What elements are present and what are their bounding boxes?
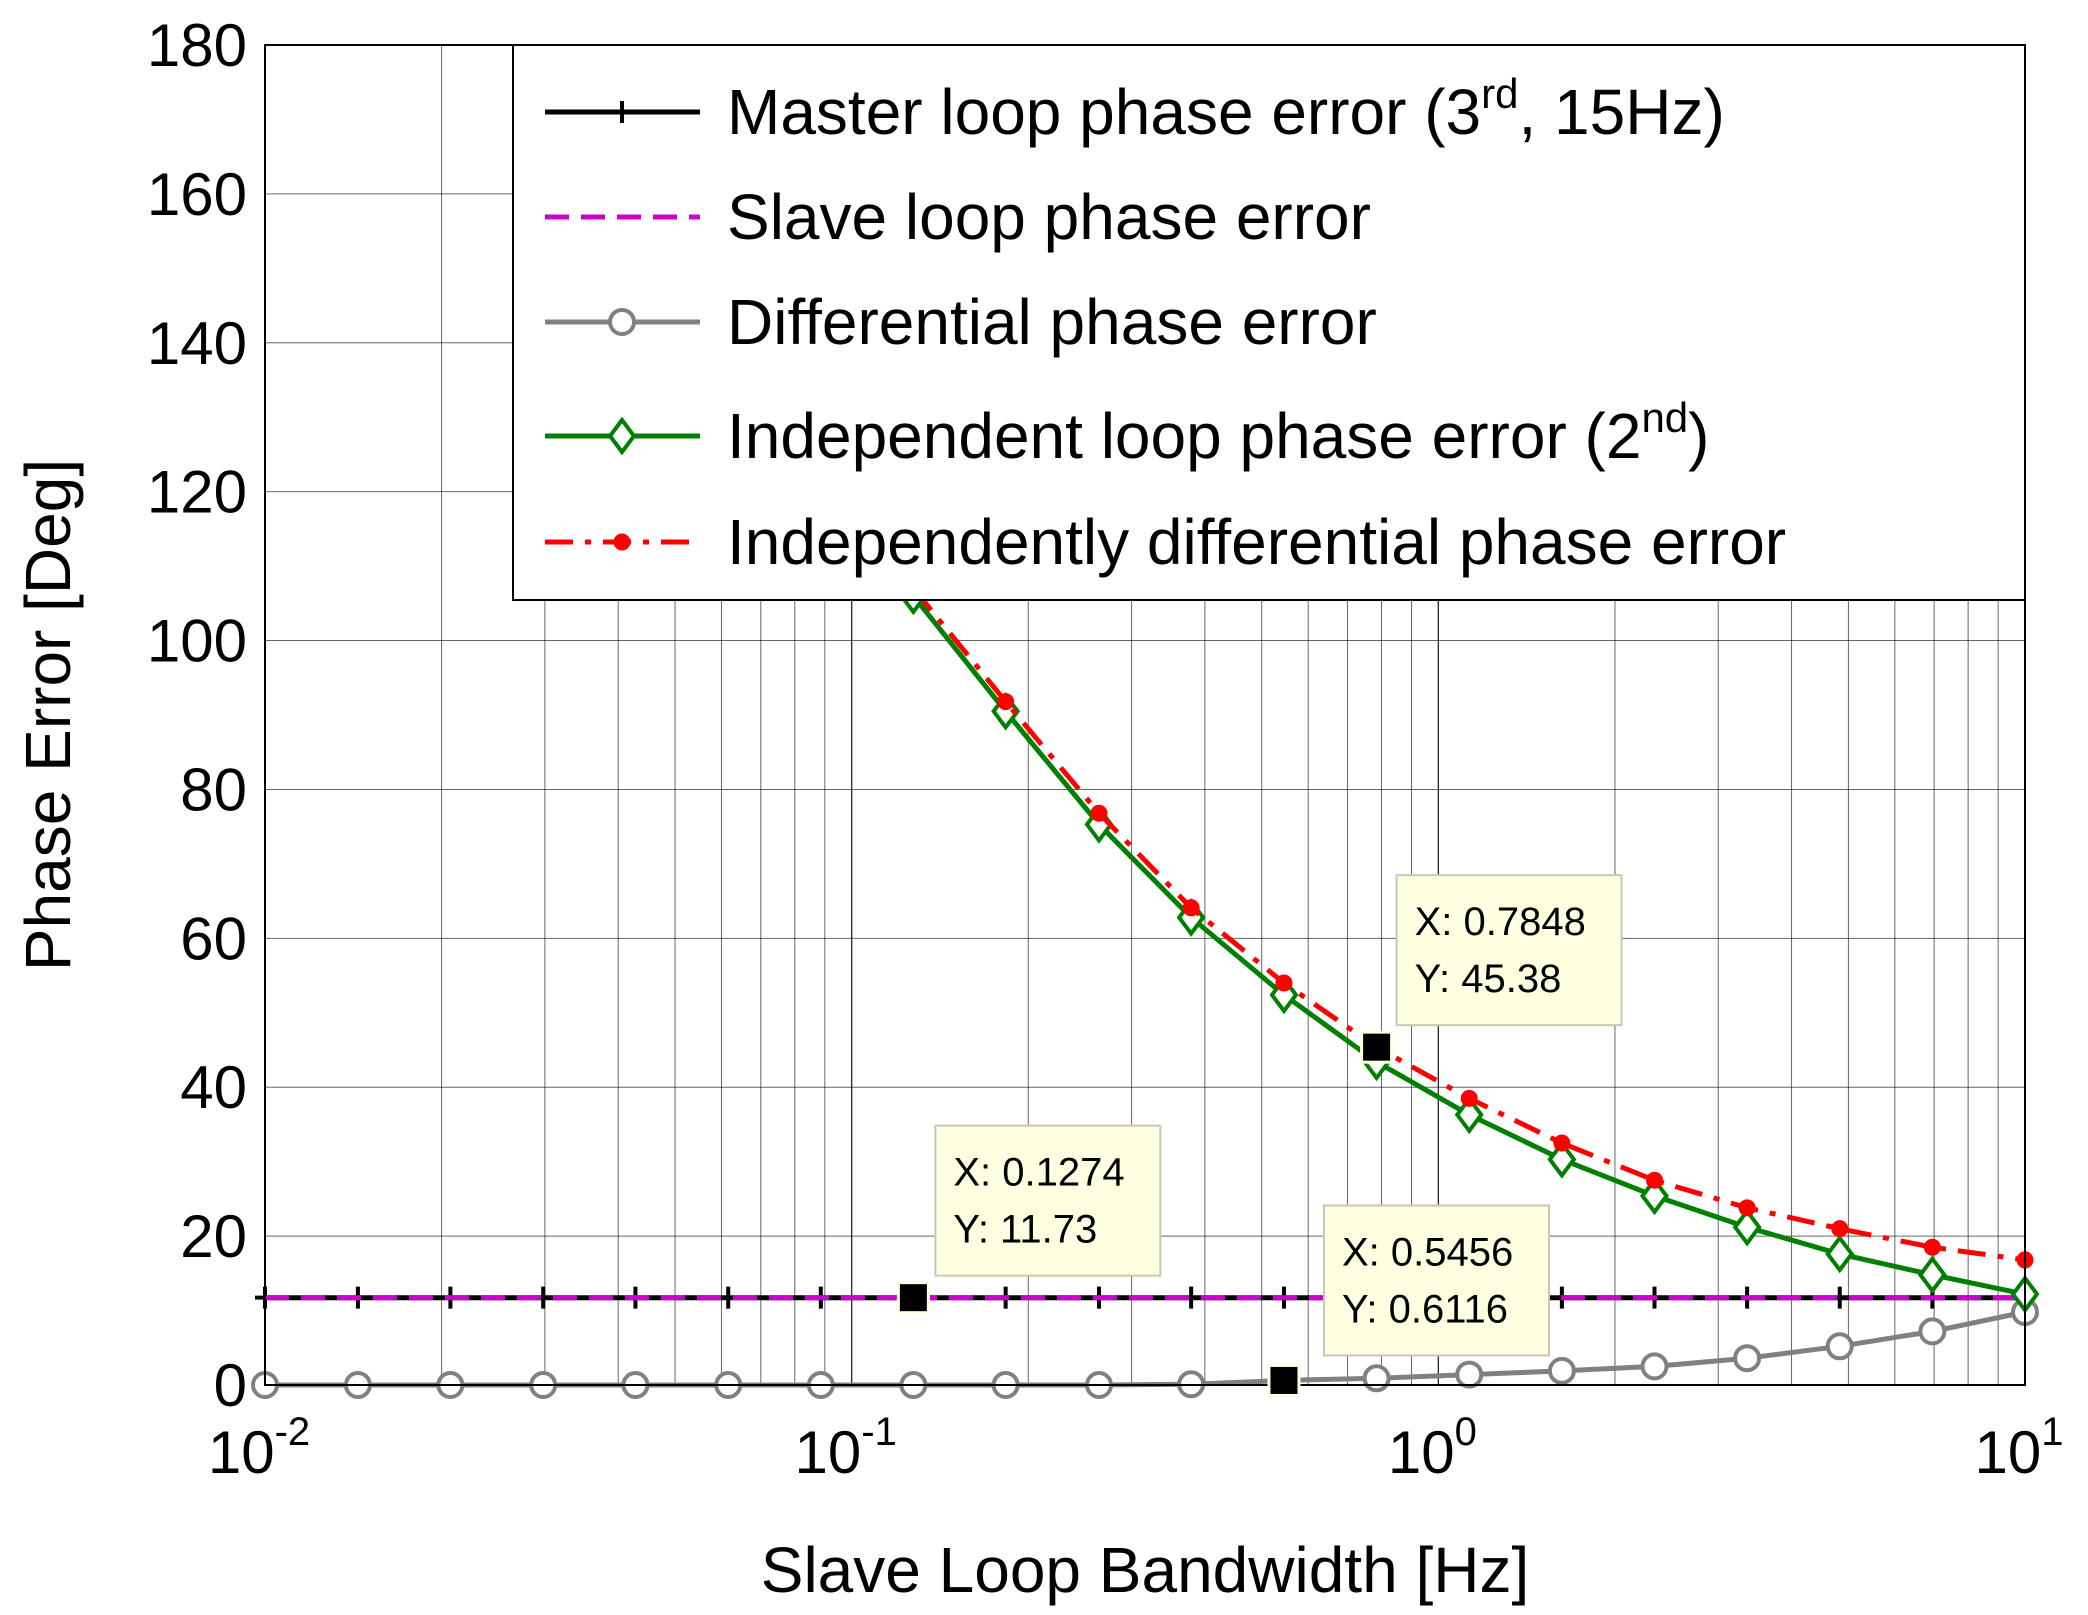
datatip-box [934,1124,1162,1277]
legend-label-master: Master loop phase error (3rd, 15Hz) [727,70,1725,148]
data-point-indep_diff [1831,1220,1849,1238]
data-point-differential [1825,1332,1854,1361]
y-tick-label: 180 [147,12,247,79]
data-point-differential [1640,1352,1669,1381]
data-point-independent [1640,1176,1669,1216]
data-point-independent [1454,1095,1484,1135]
datatip-marker [896,1281,930,1315]
legend-swatch-marker [612,101,632,123]
data-point-differential [1918,1317,1947,1346]
legend-item-differential: Differential phase error [545,286,1377,358]
x-tick-label: 100 [1388,1410,1477,1486]
tick-labels: 0 20 40 60 80 100 120 140 160 180 10-2 10-1 100 101 [147,12,2064,1486]
datatip-x-text: X: 0.5456 [1342,1230,1513,1274]
data-point-indep_diff [1923,1238,1941,1256]
datatip: X: 0.5456 Y: 0.6116 [1267,1204,1550,1397]
data-point-differential [1362,1364,1391,1393]
datatip-marker [1267,1363,1301,1397]
data-point-differential [1455,1360,1484,1389]
data-point-indep_diff [1182,899,1200,917]
x-axis-label: Slave Loop Bandwidth [Hz] [761,1534,1529,1606]
x-tick-label: 10-2 [208,1410,310,1486]
y-tick-label: 40 [180,1054,247,1121]
legend: Master loop phase error (3rd, 15Hz) Slave… [512,44,2026,601]
datatip: X: 0.1274 Y: 11.73 [896,1124,1162,1315]
legend-label-differential: Differential phase error [727,286,1377,358]
y-tick-label: 20 [180,1203,247,1270]
data-point-indep_diff [1090,804,1108,822]
data-point-indep_diff [1275,974,1293,992]
data-point-differential [1547,1356,1576,1385]
legend-label-indep_diff: Independently differential phase error [727,506,1786,578]
y-tick-label: 140 [147,310,247,377]
datatip-box [1395,874,1623,1027]
data-point-indep_diff [1460,1089,1478,1107]
legend-swatch-marker [608,308,636,336]
y-tick-label: 60 [180,905,247,972]
legend-item-indep_diff: Independently differential phase error [545,506,1786,578]
y-tick-label: 120 [147,459,247,526]
legend-label-slave: Slave loop phase error [727,181,1371,253]
datatip-x-text: X: 0.7848 [1415,900,1586,944]
legend-item-master: Master loop phase error (3rd, 15Hz) [545,70,1725,148]
data-point-differential [1733,1344,1762,1373]
datatips: X: 0.7848 Y: 45.38 X: 0.1274 Y: 11.73 X: 0.5… [896,874,1623,1397]
datatip-box [1322,1204,1550,1357]
datatip: X: 0.7848 Y: 45.38 [1360,874,1623,1064]
y-tick-label: 100 [147,608,247,675]
legend-box [512,44,2026,601]
data-point-independent [1917,1255,1947,1295]
data-point-independent [1732,1207,1762,1247]
data-point-indep_diff [1553,1134,1571,1152]
y-axis-label: Phase Error [Deg] [12,459,84,971]
legend-item-slave: Slave loop phase error [545,181,1371,253]
data-point-indep_diff [1646,1171,1664,1189]
y-tick-label: 0 [214,1352,247,1419]
x-tick-label: 101 [1975,1410,2064,1486]
datatip-x-text: X: 0.1274 [953,1151,1124,1195]
legend-swatch-marker [607,416,637,456]
x-tick-label: 10-1 [795,1410,897,1486]
datatip-marker [1360,1030,1394,1064]
data-point-independent [1547,1140,1577,1179]
data-point-indep_diff [997,693,1015,711]
legend-item-independent: Independent loop phase error (2nd) [545,394,1709,472]
y-tick-label: 80 [180,756,247,823]
datatip-y-text: Y: 11.73 [953,1208,1097,1252]
datatip-y-text: Y: 0.6116 [1342,1287,1508,1331]
data-point-independent [1825,1234,1855,1274]
legend-label-independent: Independent loop phase error (2nd) [727,394,1709,472]
y-tick-label: 160 [147,161,247,228]
datatip-y-text: Y: 45.38 [1415,957,1562,1001]
legend-swatch-marker [613,533,631,551]
data-point-indep_diff [1738,1199,1756,1217]
